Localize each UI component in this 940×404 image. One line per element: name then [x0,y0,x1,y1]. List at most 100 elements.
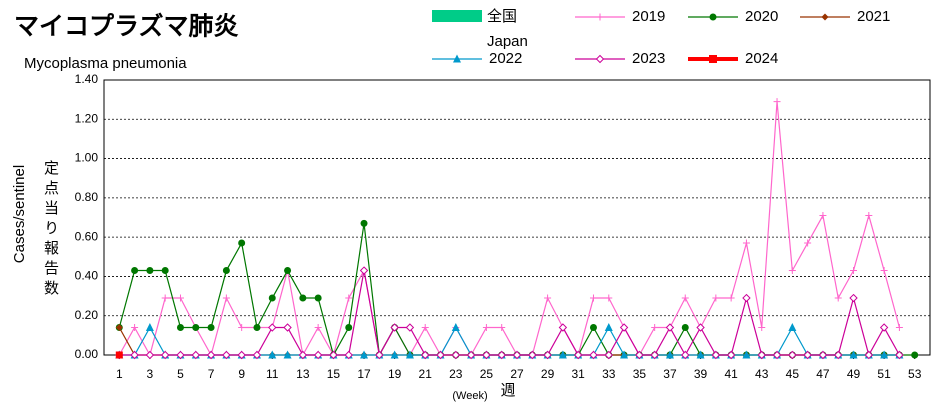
marker [497,350,506,360]
marker [207,324,215,331]
marker [911,351,919,359]
x-tick-label: 13 [296,367,310,381]
chart-subtitle: Mycoplasma pneumonia [24,55,187,72]
marker [130,350,139,360]
marker [222,350,231,360]
marker [834,350,843,360]
marker [390,350,399,359]
x-tick-label: 21 [419,367,433,381]
marker [284,267,292,275]
x-tick-label: 7 [208,367,215,381]
marker [865,212,873,220]
marker [803,350,812,360]
marker [176,350,185,360]
y-tick-label: 1.20 [75,111,99,125]
x-tick-label: 35 [633,367,647,381]
marker [558,350,567,359]
marker [818,350,828,360]
marker [222,294,230,302]
marker [191,350,200,360]
marker [345,324,353,331]
marker [451,350,461,360]
legend-marker [709,55,717,63]
x-tick-label: 5 [177,367,184,381]
marker [620,350,629,359]
marker [268,350,277,359]
legend-label: 2022 [489,50,522,67]
marker [895,324,903,331]
marker [681,294,689,302]
legend-label: 2019 [632,8,665,25]
marker [711,350,721,360]
chart-title: マイコプラズマ肺炎 [14,12,239,41]
marker [742,239,750,247]
marker [115,351,123,359]
x-tick-label: 37 [663,367,677,381]
marker [604,323,613,331]
legend-marker [821,13,829,21]
marker [436,350,445,360]
marker [544,294,552,302]
marker [650,350,659,360]
legend-label: 2020 [745,8,778,25]
marker [238,324,246,331]
marker [727,294,735,302]
marker [299,294,307,302]
x-tick-label: 1 [116,367,123,381]
y-tick-label: 1.00 [75,151,99,165]
marker [819,212,827,220]
marker [131,267,139,275]
marker [757,350,766,360]
marker [758,324,766,331]
y-axis-label-ja: 定点当り報告数 [42,160,59,300]
x-axis-label-ja: 週 [500,382,515,399]
series-line [119,270,900,357]
marker [589,350,598,360]
marker [788,350,797,360]
marker [206,350,216,360]
marker [161,294,169,302]
x-tick-label: 19 [388,367,402,381]
marker [390,323,399,332]
marker [329,350,338,360]
x-tick-label: 39 [694,367,708,381]
marker [712,294,720,302]
marker [895,350,904,360]
marker [421,350,430,360]
marker [222,267,230,275]
x-tick-label: 9 [238,367,245,381]
y-tick-label: 0.40 [75,269,99,283]
marker [482,350,491,360]
x-tick-label: 51 [877,367,891,381]
series-line [118,101,900,357]
marker [788,323,797,331]
marker [681,324,689,331]
x-tick-label: 29 [541,367,555,381]
marker [543,350,552,360]
x-tick-label: 3 [147,367,154,381]
marker [344,350,353,360]
x-tick-label: 41 [724,367,738,381]
marker [160,350,170,360]
x-tick-label: 17 [357,367,371,381]
marker [498,324,506,331]
marker [268,323,277,332]
marker [345,294,353,302]
legend-label: 全国 [487,7,517,25]
x-tick-label: 49 [847,367,861,381]
marker [604,350,613,360]
x-axis-label: (Week) [452,390,487,402]
marker [834,294,842,302]
marker [726,350,736,360]
marker [696,323,705,332]
marker [849,293,858,303]
marker [146,267,154,275]
x-tick-label: 11 [266,367,279,381]
marker [145,350,155,360]
marker [237,350,246,360]
x-tick-label: 27 [510,367,524,381]
marker [314,324,322,331]
marker [850,267,858,275]
marker [298,350,308,360]
